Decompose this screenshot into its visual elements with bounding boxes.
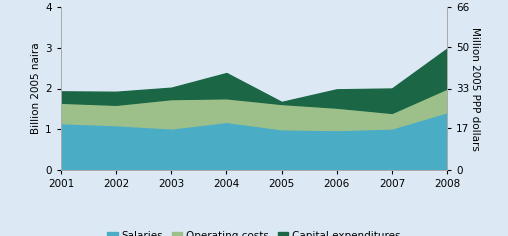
Legend: Salaries, Operating costs, Capital expenditures: Salaries, Operating costs, Capital expen… [103,227,405,236]
Y-axis label: Billion 2005 naira: Billion 2005 naira [31,43,41,134]
Y-axis label: Million 2005 PPP dollars: Million 2005 PPP dollars [470,27,481,150]
